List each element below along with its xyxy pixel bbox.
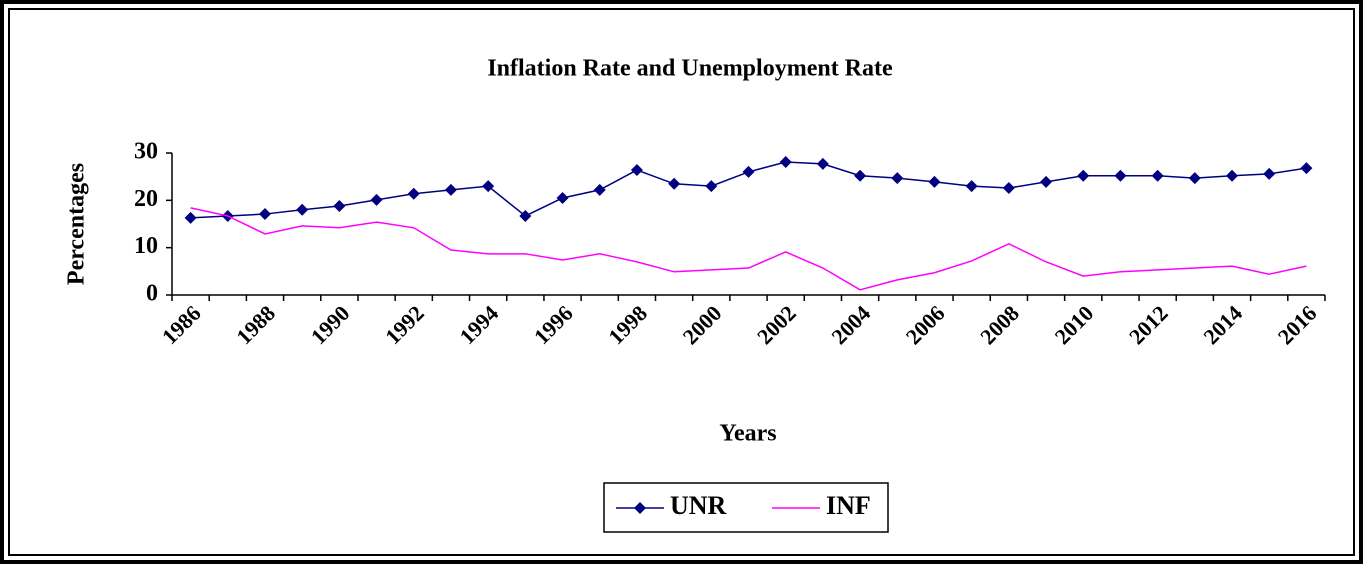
data-point bbox=[854, 169, 867, 182]
data-point bbox=[333, 200, 346, 213]
legend-marker bbox=[634, 502, 646, 514]
data-point bbox=[630, 164, 643, 177]
data-point bbox=[1263, 167, 1276, 180]
data-point bbox=[184, 211, 197, 224]
data-point bbox=[1300, 162, 1313, 175]
data-point bbox=[1188, 172, 1201, 185]
data-point bbox=[444, 183, 457, 196]
data-point bbox=[370, 193, 383, 206]
y-tick-label: 20 bbox=[134, 186, 158, 212]
data-point bbox=[1002, 182, 1015, 195]
data-point bbox=[519, 209, 532, 222]
legend-label: UNR bbox=[670, 491, 727, 520]
data-point bbox=[779, 155, 792, 168]
y-tick-label: 30 bbox=[134, 139, 158, 165]
data-point bbox=[1114, 169, 1127, 182]
y-tick-label: 0 bbox=[146, 281, 158, 307]
data-point bbox=[742, 165, 755, 178]
legend-label: INF bbox=[826, 491, 871, 520]
inner-border bbox=[8, 8, 1355, 556]
y-tick-label: 10 bbox=[134, 233, 158, 259]
data-point bbox=[965, 180, 978, 193]
chart-title: Inflation Rate and Unemployment Rate bbox=[487, 56, 893, 82]
data-point bbox=[482, 180, 495, 193]
data-point bbox=[816, 157, 829, 170]
data-point bbox=[928, 175, 941, 188]
data-point bbox=[1077, 169, 1090, 182]
data-point bbox=[668, 177, 681, 190]
data-point bbox=[556, 191, 569, 204]
data-point bbox=[891, 172, 904, 185]
y-axis-label: Percentages bbox=[64, 163, 90, 285]
data-point bbox=[1226, 169, 1239, 182]
data-point bbox=[705, 180, 718, 193]
data-point bbox=[407, 187, 420, 200]
series-line bbox=[190, 207, 1307, 291]
data-point bbox=[1151, 169, 1164, 182]
x-axis-label: Years bbox=[719, 421, 776, 447]
data-point bbox=[258, 208, 271, 221]
data-point bbox=[296, 203, 309, 216]
data-point bbox=[593, 183, 606, 196]
data-point bbox=[1040, 175, 1053, 188]
